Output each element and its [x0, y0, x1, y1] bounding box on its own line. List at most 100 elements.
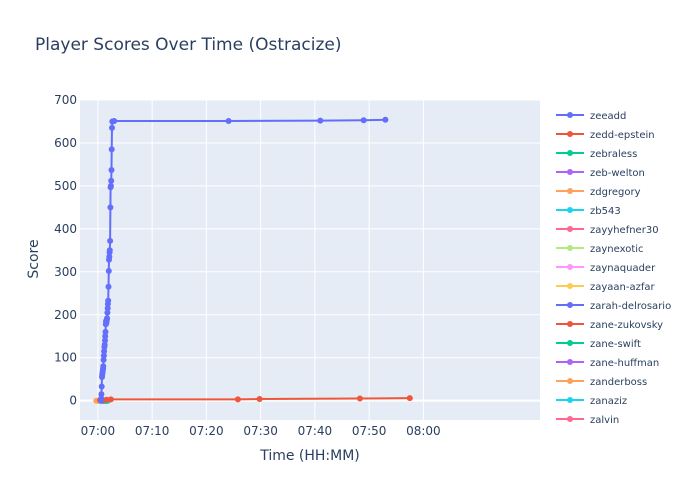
legend-label: zeb-welton — [590, 168, 645, 179]
data-point — [98, 383, 105, 390]
chart-title: Player Scores Over Time (Ostracize) — [35, 35, 342, 55]
legend-item: zane-huffman — [556, 358, 659, 369]
data-point — [356, 395, 363, 402]
y-axis-label: Score — [26, 239, 42, 278]
x-axis-label: Time (HH:MM) — [259, 448, 360, 464]
legend-item: zb543 — [556, 206, 621, 217]
x-axis-ticks: 07:00 07:10 07:20 07:30 07:40 07:50 08:00 — [81, 424, 441, 438]
legend-label: zdgregory — [590, 187, 641, 198]
data-point — [317, 117, 324, 124]
data-point — [104, 309, 111, 316]
legend-swatch-marker — [567, 340, 573, 346]
legend-swatch-marker — [567, 150, 573, 156]
legend-item: zanderboss — [556, 377, 647, 388]
legend-item: zayyhefner30 — [556, 225, 659, 236]
data-point — [108, 167, 115, 173]
legend-label: zebraless — [590, 149, 637, 160]
legend-item: zaynaquader — [556, 263, 656, 274]
legend-label: zane-huffman — [590, 358, 659, 369]
data-point — [101, 348, 108, 355]
data-point — [98, 395, 105, 402]
legend-item: zanaziz — [556, 396, 627, 407]
x-tick-label: 07:30 — [243, 424, 278, 438]
data-point — [102, 337, 108, 344]
legend-label: zayaan-azfar — [590, 282, 656, 293]
legend-item: zdgregory — [556, 187, 641, 198]
legend-item: zebraless — [556, 149, 637, 160]
data-point — [107, 396, 114, 403]
legend-item: zane-zukovsky — [556, 320, 663, 331]
y-axis-ticks: 0 100 200 300 400 500 600 700 — [54, 93, 77, 408]
y-tick-label: 400 — [54, 222, 77, 236]
data-point — [100, 356, 107, 363]
data-point — [234, 396, 241, 403]
data-point — [256, 396, 263, 402]
legend-swatch-marker — [567, 416, 573, 422]
data-point — [107, 182, 114, 189]
legend-swatch-marker — [567, 302, 573, 308]
legend-item: zalvin — [556, 415, 619, 426]
legend-label: zane-zukovsky — [590, 320, 663, 331]
x-tick-label: 07:10 — [135, 424, 170, 438]
legend-label: zb543 — [590, 206, 621, 217]
data-point — [101, 341, 108, 348]
legend-item: zeeadd — [556, 111, 626, 122]
legend-item: zedd-epstein — [556, 130, 655, 141]
y-tick-label: 200 — [54, 308, 77, 322]
legend-swatch-marker — [567, 112, 573, 118]
y-tick-label: 600 — [54, 136, 77, 150]
data-point — [360, 117, 367, 124]
data-point — [104, 305, 111, 312]
legend-item: zarah-delrosario — [556, 301, 671, 312]
data-point — [105, 268, 112, 274]
legend-swatch-marker — [567, 131, 573, 137]
legend-swatch-marker — [567, 378, 573, 384]
legend-item: zaynexotic — [556, 244, 644, 255]
gridlines — [80, 99, 540, 420]
series-zeeadd — [98, 116, 389, 404]
x-tick-label: 07:40 — [298, 424, 333, 438]
data-point — [100, 363, 107, 370]
y-tick-label: 700 — [54, 93, 77, 107]
legend-swatch-marker — [567, 264, 573, 270]
data-point — [107, 237, 114, 244]
legend-swatch-marker — [567, 283, 573, 289]
legend-label: zalvin — [590, 415, 619, 426]
legend-label: zane-swift — [590, 339, 641, 350]
data-point — [102, 328, 109, 335]
legend-label: zarah-delrosario — [590, 301, 671, 312]
legend-label: zeeadd — [590, 111, 626, 122]
y-tick-label: 100 — [54, 351, 77, 365]
data-point — [104, 315, 111, 322]
legend: zeeadd zedd-epstein zebraless zeb-welton zdg… — [556, 111, 671, 426]
legend-swatch-marker — [567, 321, 573, 327]
legend-label: zanderboss — [590, 377, 647, 388]
x-tick-label: 07:50 — [352, 424, 387, 438]
series-group — [93, 116, 413, 404]
y-tick-label: 300 — [54, 265, 77, 279]
legend-item: zane-swift — [556, 339, 641, 350]
data-point — [382, 116, 389, 123]
plot-area — [80, 100, 540, 420]
legend-label: zaynexotic — [590, 244, 644, 255]
x-tick-label: 07:20 — [189, 424, 224, 438]
data-point — [111, 118, 118, 124]
legend-swatch-marker — [567, 397, 573, 403]
y-tick-label: 0 — [69, 394, 77, 408]
legend-swatch-marker — [567, 245, 573, 251]
legend-item: zeb-welton — [556, 168, 645, 179]
data-point — [102, 333, 109, 340]
legend-label: zedd-epstein — [590, 130, 655, 141]
data-point — [98, 391, 105, 398]
data-point — [225, 118, 232, 124]
data-point — [100, 352, 107, 359]
data-point — [109, 124, 115, 131]
legend-label: zanaziz — [590, 396, 627, 407]
data-point — [105, 283, 112, 290]
legend-swatch-marker — [567, 226, 573, 232]
legend-item: zayaan-azfar — [556, 282, 656, 293]
data-point — [105, 297, 112, 304]
x-tick-label: 08:00 — [406, 424, 441, 438]
data-point — [106, 253, 113, 260]
